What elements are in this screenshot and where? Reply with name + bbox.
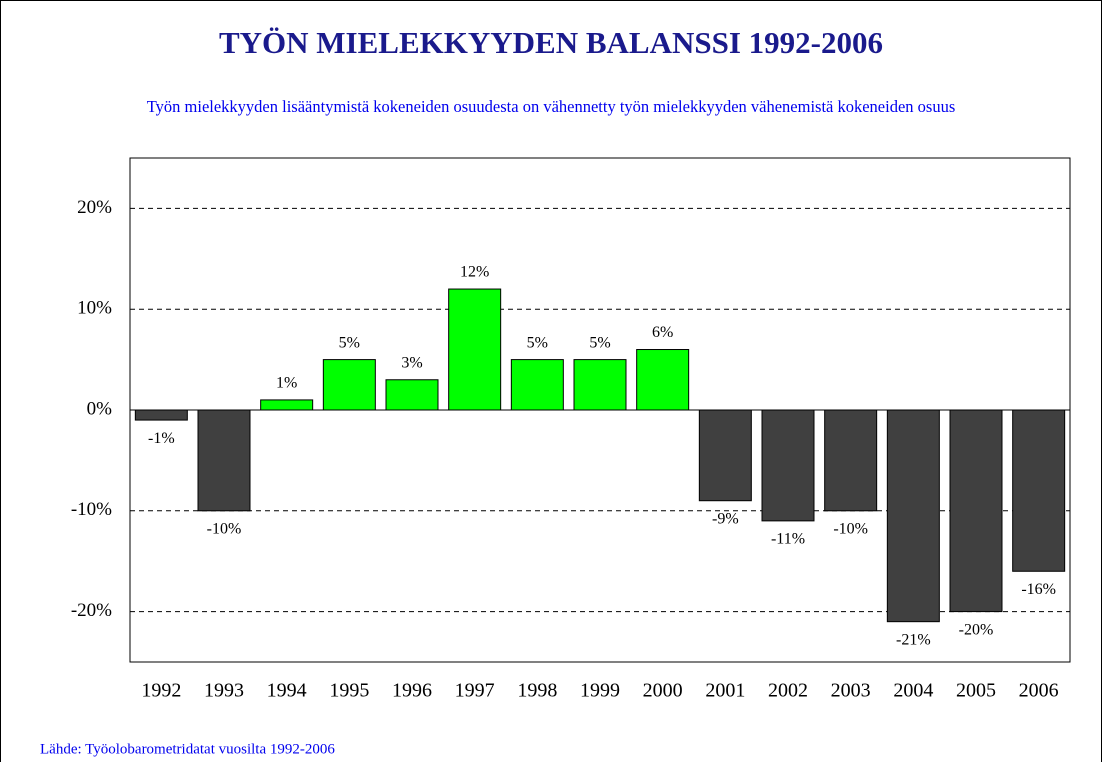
bar (949, 409, 1003, 613)
x-tick-label: 1992 (141, 680, 181, 702)
data-label: -11% (771, 531, 805, 548)
bar (385, 379, 439, 411)
data-label: -16% (1021, 581, 1056, 598)
data-label: 6% (652, 324, 673, 341)
data-label: -9% (712, 510, 739, 527)
x-tick-label: 1999 (580, 680, 620, 702)
bar (134, 409, 188, 421)
bar (824, 409, 878, 512)
bar (197, 409, 251, 512)
x-tick-label: 2002 (768, 680, 808, 702)
bar (573, 359, 627, 411)
x-tick-label: 2000 (643, 680, 683, 702)
bar (448, 288, 502, 411)
x-tick-label: 1997 (455, 680, 495, 702)
x-tick-label: 2003 (831, 680, 871, 702)
bar (1012, 409, 1066, 572)
bar (322, 359, 376, 411)
data-label: 12% (460, 264, 489, 281)
x-tick-label: 1994 (267, 680, 307, 702)
bar (886, 409, 940, 623)
chart-title: TYÖN MIELEKKYYDEN BALANSSI 1992-2006 (219, 25, 883, 60)
y-tick-label: 0% (87, 398, 113, 419)
y-tick-label: 20% (77, 197, 112, 218)
data-label: -10% (833, 520, 868, 537)
data-label: 5% (527, 334, 548, 351)
bar (761, 409, 815, 522)
x-tick-label: 2004 (893, 680, 933, 702)
x-tick-label: 2006 (1019, 680, 1059, 702)
x-tick-label: 1996 (392, 680, 432, 702)
x-tick-label: 1998 (517, 680, 557, 702)
bar (260, 399, 314, 411)
data-label: 1% (276, 375, 297, 392)
plot-border (129, 157, 1071, 663)
data-label: -21% (896, 631, 931, 648)
source-note: Lähde: Työolobarometridatat vuosilta 199… (40, 741, 335, 757)
data-label: -20% (959, 621, 994, 638)
data-label: 3% (401, 354, 422, 371)
y-tick-label: -20% (71, 600, 112, 621)
data-label: 5% (589, 334, 610, 351)
data-label: -1% (148, 430, 175, 447)
x-tick-label: 1995 (329, 680, 369, 702)
x-tick-label: 1993 (204, 680, 244, 702)
bar (698, 409, 752, 502)
x-tick-label: 2001 (705, 680, 745, 702)
bar (510, 359, 564, 411)
chart-subtitle: Työn mielekkyyden lisääntymistä kokeneid… (147, 97, 956, 116)
y-tick-label: 10% (77, 298, 112, 319)
data-label: 5% (339, 334, 360, 351)
data-label: -10% (207, 520, 242, 537)
x-tick-label: 2005 (956, 680, 996, 702)
bar (636, 349, 690, 411)
y-tick-label: -10% (71, 499, 112, 520)
